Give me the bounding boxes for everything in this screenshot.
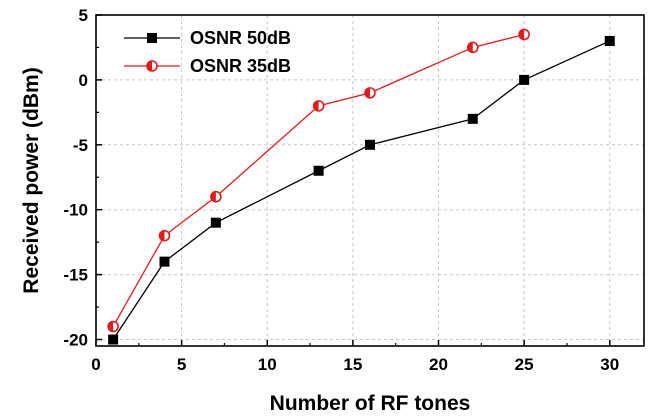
x-tick-label: 15 xyxy=(343,355,362,374)
y-tick-label: -10 xyxy=(63,201,88,220)
data-point xyxy=(604,35,615,46)
y-tick-label: -15 xyxy=(63,266,88,285)
data-point xyxy=(158,229,171,242)
marker-fill xyxy=(108,321,114,332)
x-tick-label: 5 xyxy=(177,355,186,374)
grid-lines xyxy=(96,14,644,346)
legend-label-osnr-50db: OSNR 50dB xyxy=(190,28,291,48)
series-1 xyxy=(107,28,530,333)
data-point xyxy=(364,87,376,99)
data-point xyxy=(210,217,221,228)
legend-item-osnr-35db: OSNR 35dB xyxy=(124,56,291,76)
series-line xyxy=(112,33,525,327)
marker-fill xyxy=(147,61,152,71)
legend-marker xyxy=(146,60,158,72)
data-point xyxy=(159,256,170,267)
data-point xyxy=(313,165,324,176)
data-point xyxy=(365,139,375,150)
series-0 xyxy=(108,35,615,345)
x-tick-label: 25 xyxy=(515,355,534,374)
legend: OSNR 50dB OSNR 35dB xyxy=(124,28,291,76)
plot-frame xyxy=(95,14,645,347)
marker-fill xyxy=(210,191,216,202)
data-point xyxy=(466,41,479,54)
data-point xyxy=(210,190,222,203)
x-tick-label: 10 xyxy=(258,355,277,374)
data-point xyxy=(107,320,119,333)
legend-label-osnr-35db: OSNR 35dB xyxy=(190,56,291,76)
axis-ticks: 0 5 10 15 20 25 30 5 0 -5 -10 -15 -20 xyxy=(63,6,619,374)
data-point xyxy=(518,28,530,41)
marker-fill xyxy=(159,230,165,241)
marker-fill xyxy=(467,42,473,53)
y-tick-label: -5 xyxy=(73,136,88,155)
marker-fill xyxy=(519,29,525,40)
data-point xyxy=(312,100,325,112)
legend-marker-square xyxy=(147,33,157,43)
y-tick-label: 5 xyxy=(79,6,88,25)
x-tick-label: 30 xyxy=(600,355,619,374)
data-point xyxy=(519,74,530,85)
legend-item-osnr-50db: OSNR 50dB xyxy=(124,28,291,48)
series-line xyxy=(112,40,611,340)
x-axis-label: Number of RF tones xyxy=(270,392,471,415)
x-tick-label: 0 xyxy=(91,355,100,374)
data-point xyxy=(467,113,478,124)
x-tick-label: 20 xyxy=(429,355,448,374)
data-point xyxy=(108,334,119,345)
y-axis-label: Received power (dBm) xyxy=(20,67,43,293)
marker-fill xyxy=(313,100,319,111)
y-tick-label: -20 xyxy=(63,331,88,350)
y-tick-label: 0 xyxy=(79,71,88,90)
marker-fill xyxy=(365,87,370,98)
legend-marker-half-circle xyxy=(146,60,158,72)
series-group xyxy=(107,28,615,345)
